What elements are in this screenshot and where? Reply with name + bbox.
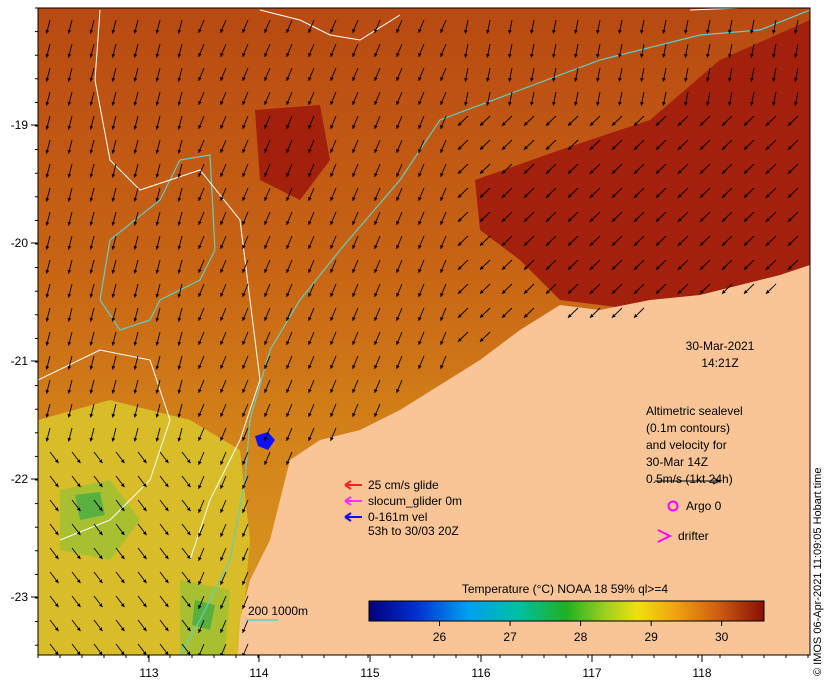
svg-text:Altimetric sealevel: Altimetric sealevel (646, 404, 743, 418)
x-tick-label: 113 (139, 666, 158, 680)
colorbar-tick-label: 29 (644, 630, 658, 644)
timestamp-time: 14:21Z (701, 356, 738, 370)
svg-text:0-161m vel: 0-161m vel (368, 510, 427, 524)
y-tick-label: -21 (11, 354, 29, 368)
colorbar-tick-label: 27 (503, 630, 517, 644)
svg-text:53h to 30/03 20Z: 53h to 30/03 20Z (368, 524, 459, 538)
y-tick-label: -22 (11, 472, 29, 486)
colorbar (368, 600, 765, 622)
credit-text: © IMOS 06-Apr-2021 11:09:05 Hobart time (812, 467, 824, 676)
cape-peninsula (298, 468, 320, 535)
glider-track (255, 432, 275, 450)
svg-text:and velocity for: and velocity for (646, 438, 727, 452)
y-tick-label: -20 (11, 236, 29, 250)
x-tick-label: 116 (471, 666, 490, 680)
altimetry-legend: Altimetric sealevel (0.1m contours) and … (646, 404, 743, 486)
colorbar-tick-label: 26 (433, 630, 447, 644)
timestamp-date: 30-Mar-2021 (686, 339, 755, 353)
y-tick-label: -23 (11, 590, 29, 604)
argo-icon (667, 500, 679, 512)
sealevel-contour (94, 9, 261, 561)
plot-frame (37, 7, 811, 656)
isobath-200m (99, 154, 216, 331)
x-axis: 113 114 115 116 117 118 (37, 655, 809, 680)
colorbar-title: Temperature (°C) NOAA 18 59% ql>=4 (462, 582, 669, 596)
svg-text:0.5m/s (1kt 24h): 0.5m/s (1kt 24h) (646, 472, 733, 486)
isobath-legend: 200 1000m (248, 604, 308, 618)
svg-text:30-Mar 14Z: 30-Mar 14Z (646, 455, 708, 469)
argo-label: Argo 0 (686, 499, 722, 513)
x-tick-label: 115 (360, 666, 379, 680)
colorbar-ticks: 26 27 28 29 30 (433, 621, 729, 644)
glider-legend: 25 cm/s glide slocum_glider 0m 0-161m ve… (344, 478, 462, 538)
land-mass (238, 265, 810, 655)
isobath-1000m (179, 9, 810, 655)
y-tick-label: -19 (11, 118, 29, 132)
drifter-label: drifter (678, 529, 709, 543)
svg-text:(0.1m contours): (0.1m contours) (646, 421, 730, 435)
colorbar-tick-label: 28 (574, 630, 588, 644)
colorbar-tick-label: 30 (715, 630, 729, 644)
drifter-icon (657, 529, 673, 543)
x-tick-label: 117 (582, 666, 601, 680)
x-tick-label: 114 (249, 666, 268, 680)
svg-text:25 cm/s glide: 25 cm/s glide (368, 478, 439, 492)
x-tick-label: 118 (692, 666, 711, 680)
y-axis: -19 -20 -21 -22 -23 (11, 7, 38, 646)
svg-text:slocum_glider 0m: slocum_glider 0m (368, 494, 462, 508)
velocity-vectors (45, 19, 799, 655)
